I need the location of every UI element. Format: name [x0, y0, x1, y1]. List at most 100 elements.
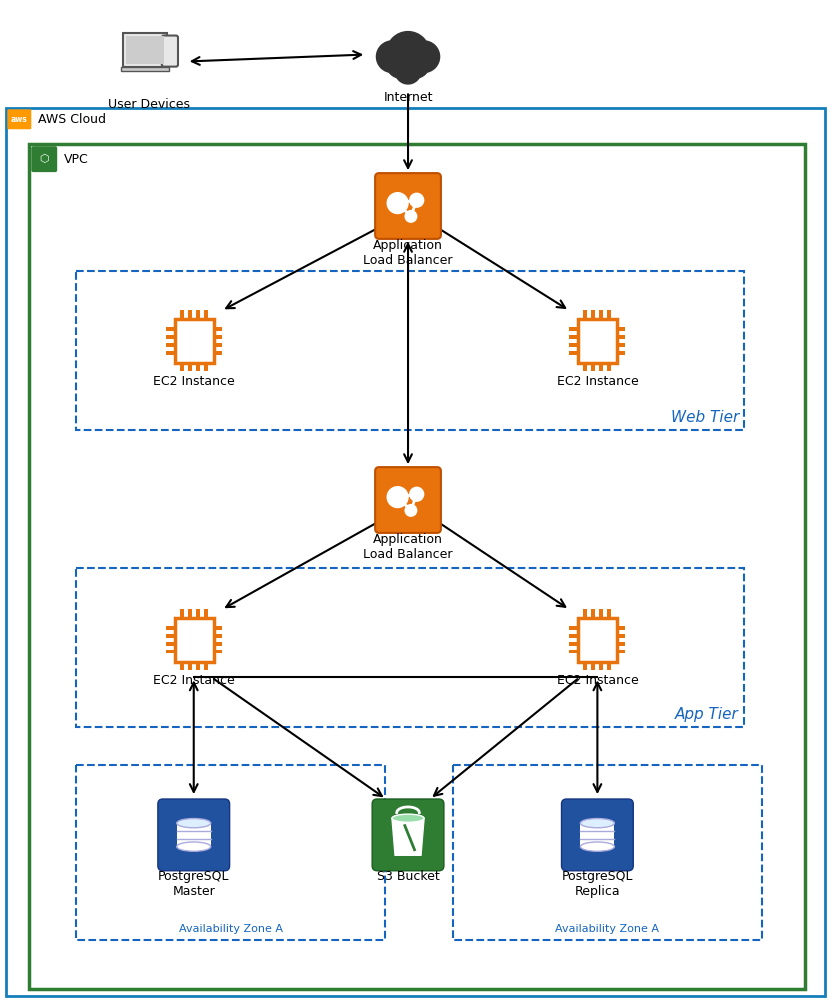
- Bar: [592, 363, 595, 371]
- Text: S3 Bucket: S3 Bucket: [376, 870, 440, 883]
- Bar: [166, 626, 175, 630]
- Bar: [166, 351, 175, 355]
- Ellipse shape: [580, 842, 614, 852]
- Bar: [213, 634, 222, 637]
- Bar: [578, 319, 617, 364]
- Circle shape: [386, 49, 416, 79]
- Bar: [196, 309, 199, 319]
- Bar: [213, 351, 222, 355]
- Bar: [166, 649, 175, 653]
- Bar: [179, 309, 184, 319]
- Bar: [213, 626, 222, 630]
- Bar: [179, 363, 184, 371]
- FancyBboxPatch shape: [562, 799, 633, 871]
- Bar: [569, 641, 578, 645]
- Bar: [76, 765, 385, 939]
- Circle shape: [406, 505, 416, 516]
- Circle shape: [406, 211, 416, 222]
- Bar: [617, 649, 625, 653]
- Bar: [592, 661, 595, 670]
- FancyBboxPatch shape: [375, 467, 441, 533]
- Ellipse shape: [392, 814, 424, 823]
- Text: Web Tier: Web Tier: [671, 410, 739, 425]
- Bar: [599, 309, 603, 319]
- Bar: [179, 661, 184, 670]
- Text: aws: aws: [11, 115, 27, 124]
- Text: EC2 Instance: EC2 Instance: [557, 674, 638, 687]
- Text: PostgreSQL
Master: PostgreSQL Master: [158, 870, 229, 898]
- Text: Availability Zone A: Availability Zone A: [179, 923, 283, 933]
- Bar: [385, 60, 431, 75]
- Bar: [569, 351, 578, 355]
- Text: PostgreSQL
Replica: PostgreSQL Replica: [562, 870, 633, 898]
- Bar: [599, 661, 603, 670]
- Bar: [166, 335, 175, 339]
- FancyBboxPatch shape: [375, 173, 441, 239]
- Bar: [126, 35, 165, 64]
- Bar: [166, 327, 175, 331]
- Bar: [569, 649, 578, 653]
- Bar: [583, 363, 588, 371]
- Bar: [617, 327, 625, 331]
- Bar: [204, 661, 208, 670]
- Text: EC2 Instance: EC2 Instance: [557, 375, 638, 388]
- Bar: [123, 33, 167, 67]
- Bar: [196, 661, 199, 670]
- Bar: [166, 634, 175, 637]
- Bar: [177, 824, 211, 847]
- Bar: [166, 343, 175, 347]
- Bar: [196, 609, 199, 618]
- Text: Application
Load Balancer: Application Load Balancer: [363, 239, 453, 267]
- Bar: [617, 343, 625, 347]
- Bar: [188, 363, 192, 371]
- Bar: [213, 335, 222, 339]
- Bar: [188, 661, 192, 670]
- Text: VPC: VPC: [64, 152, 89, 165]
- Bar: [175, 319, 214, 364]
- Text: Application
Load Balancer: Application Load Balancer: [363, 533, 453, 560]
- Bar: [599, 609, 603, 618]
- Bar: [213, 641, 222, 645]
- Circle shape: [386, 31, 430, 75]
- Bar: [76, 568, 744, 727]
- Bar: [7, 108, 824, 996]
- Circle shape: [376, 41, 408, 73]
- Bar: [617, 634, 625, 637]
- Text: Internet: Internet: [383, 92, 433, 105]
- Bar: [453, 765, 762, 939]
- Bar: [599, 363, 603, 371]
- Bar: [578, 618, 617, 662]
- Bar: [179, 609, 184, 618]
- Bar: [569, 335, 578, 339]
- Circle shape: [410, 487, 424, 501]
- Bar: [204, 309, 208, 319]
- Bar: [583, 609, 588, 618]
- Bar: [213, 327, 222, 331]
- Bar: [569, 343, 578, 347]
- Text: ⬡: ⬡: [39, 154, 49, 164]
- Ellipse shape: [177, 842, 211, 852]
- Text: EC2 Instance: EC2 Instance: [153, 674, 234, 687]
- Bar: [607, 609, 612, 618]
- FancyBboxPatch shape: [162, 35, 178, 67]
- Bar: [569, 634, 578, 637]
- Text: App Tier: App Tier: [675, 708, 739, 723]
- Text: User Devices: User Devices: [108, 99, 190, 111]
- FancyBboxPatch shape: [7, 109, 32, 129]
- Circle shape: [387, 193, 408, 214]
- Bar: [617, 641, 625, 645]
- Bar: [76, 271, 744, 430]
- Bar: [204, 609, 208, 618]
- Text: AWS Cloud: AWS Cloud: [38, 113, 106, 126]
- Bar: [29, 144, 804, 990]
- Bar: [188, 309, 192, 319]
- Bar: [213, 649, 222, 653]
- FancyBboxPatch shape: [372, 799, 444, 871]
- FancyBboxPatch shape: [158, 799, 229, 871]
- Text: EC2 Instance: EC2 Instance: [153, 375, 234, 388]
- Bar: [213, 343, 222, 347]
- Bar: [592, 609, 595, 618]
- Circle shape: [395, 58, 421, 84]
- Text: Availability Zone A: Availability Zone A: [555, 923, 659, 933]
- Bar: [166, 641, 175, 645]
